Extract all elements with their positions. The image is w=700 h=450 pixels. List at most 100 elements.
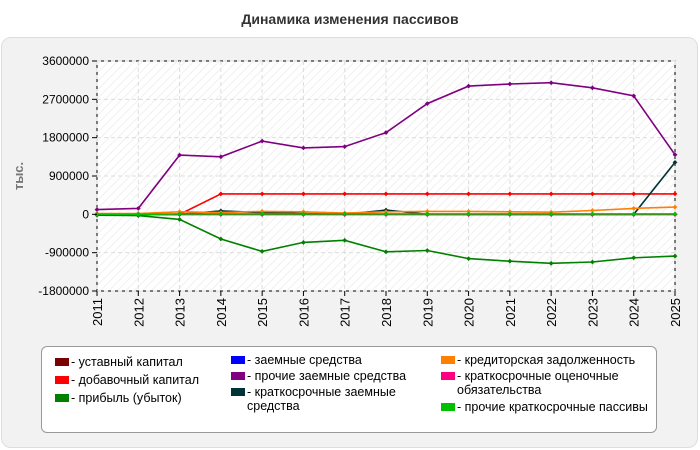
series-8 (94, 211, 678, 217)
data-point (424, 191, 430, 197)
legend-item: - краткосрочные оценочные обязательства (441, 369, 651, 397)
data-point (424, 211, 430, 217)
data-point (135, 205, 141, 211)
x-axis-ticks: 2011 2012 2013 2014 2015 2016 2017 2018 2019 2020… (90, 291, 683, 327)
legend-swatch (55, 394, 69, 402)
data-point (342, 144, 348, 150)
data-point (383, 191, 389, 197)
y-tick-label: 2700000 (42, 92, 89, 106)
data-point (590, 208, 595, 213)
data-point (590, 191, 595, 197)
data-point (259, 138, 265, 144)
x-tick-label: 2023 (585, 298, 600, 327)
data-point (672, 191, 678, 197)
data-point (342, 191, 348, 197)
y-tick-label: 3600000 (42, 54, 89, 68)
legend-swatch (231, 372, 245, 380)
data-point (466, 83, 471, 89)
y-tick-label: 900000 (49, 169, 89, 183)
x-tick-label: 2025 (668, 298, 683, 327)
data-point (177, 152, 182, 158)
x-tick-label: 2016 (296, 298, 311, 327)
legend-item: - кредиторская задолженность (441, 353, 651, 367)
legend-label: - краткосрочные заемные средства (247, 385, 396, 413)
data-point (672, 253, 678, 259)
legend-item: - краткосрочные заемные средства (231, 385, 431, 413)
data-point (259, 208, 265, 214)
legend-item: - добавочный капитал (55, 373, 225, 387)
x-tick-label: 2024 (627, 298, 642, 327)
data-point (631, 255, 637, 261)
data-point (631, 93, 637, 99)
legend-label: - краткосрочные оценочные обязательства (457, 369, 619, 397)
y-tick-label: -900000 (45, 246, 89, 260)
x-tick-label: 2017 (338, 298, 353, 327)
data-point (424, 208, 430, 214)
data-point (631, 205, 637, 211)
data-point (301, 211, 306, 217)
series-layer (94, 80, 678, 266)
data-point (548, 191, 554, 197)
legend-label: - заемные средства (247, 353, 362, 367)
y-axis-ticks: 3600000 2700000 1800000 900000 0 -900000 -1800… (38, 54, 97, 298)
data-point (94, 207, 100, 213)
x-tick-label: 2020 (462, 298, 477, 327)
x-tick-label: 2021 (503, 298, 518, 327)
x-tick-label: 2014 (214, 298, 229, 327)
legend-label: - прочие краткосрочные пассивы (457, 400, 648, 414)
data-point (177, 217, 182, 222)
data-point (424, 101, 430, 106)
data-point (466, 256, 471, 262)
legend-label: - прибыль (убыток) (71, 391, 182, 405)
legend-item: - прочие заемные средства (231, 369, 431, 383)
x-tick-label: 2013 (173, 298, 188, 327)
data-point (672, 152, 678, 158)
legend: - уставный капитал - добавочный капитал - … (41, 346, 657, 433)
data-point (672, 159, 678, 165)
data-point (383, 249, 389, 255)
x-tick-label: 2018 (379, 298, 394, 327)
data-point (177, 211, 182, 217)
x-tick-label: 2012 (131, 298, 146, 327)
legend-item: - прибыль (убыток) (55, 391, 225, 405)
data-point (672, 211, 678, 217)
data-point (631, 191, 637, 197)
data-point (548, 260, 554, 266)
x-tick-label: 2015 (255, 298, 270, 327)
data-point (507, 191, 513, 197)
legend-swatch (441, 372, 455, 380)
data-point (259, 191, 265, 197)
data-point (135, 211, 141, 217)
x-tick-label: 2019 (420, 298, 435, 327)
data-point (383, 211, 389, 217)
series-2 (94, 212, 678, 266)
data-point (548, 211, 554, 217)
legend-swatch (441, 356, 455, 364)
data-point (342, 237, 348, 243)
data-point (590, 211, 595, 217)
data-point (218, 211, 224, 217)
data-point (218, 236, 224, 242)
data-point (218, 154, 224, 160)
data-point (218, 191, 224, 197)
data-point (301, 240, 306, 245)
legend-swatch (231, 356, 245, 364)
legend-swatch (55, 358, 69, 366)
y-tick-label: 1800000 (42, 131, 89, 145)
data-point (383, 130, 389, 135)
y-axis-label: тыс. (11, 162, 26, 190)
legend-item: - уставный капитал (55, 355, 225, 369)
chart-title: Динамика изменения пассивов (241, 11, 459, 27)
data-point (507, 81, 513, 87)
legend-swatch (55, 376, 69, 384)
data-point (631, 211, 637, 217)
legend-label: - прочие заемные средства (247, 369, 407, 383)
legend-swatch (231, 388, 245, 396)
data-point (259, 211, 265, 217)
data-point (466, 211, 471, 217)
data-point (507, 258, 513, 264)
series-4 (94, 80, 678, 213)
data-point (548, 80, 554, 86)
data-point (466, 191, 471, 197)
